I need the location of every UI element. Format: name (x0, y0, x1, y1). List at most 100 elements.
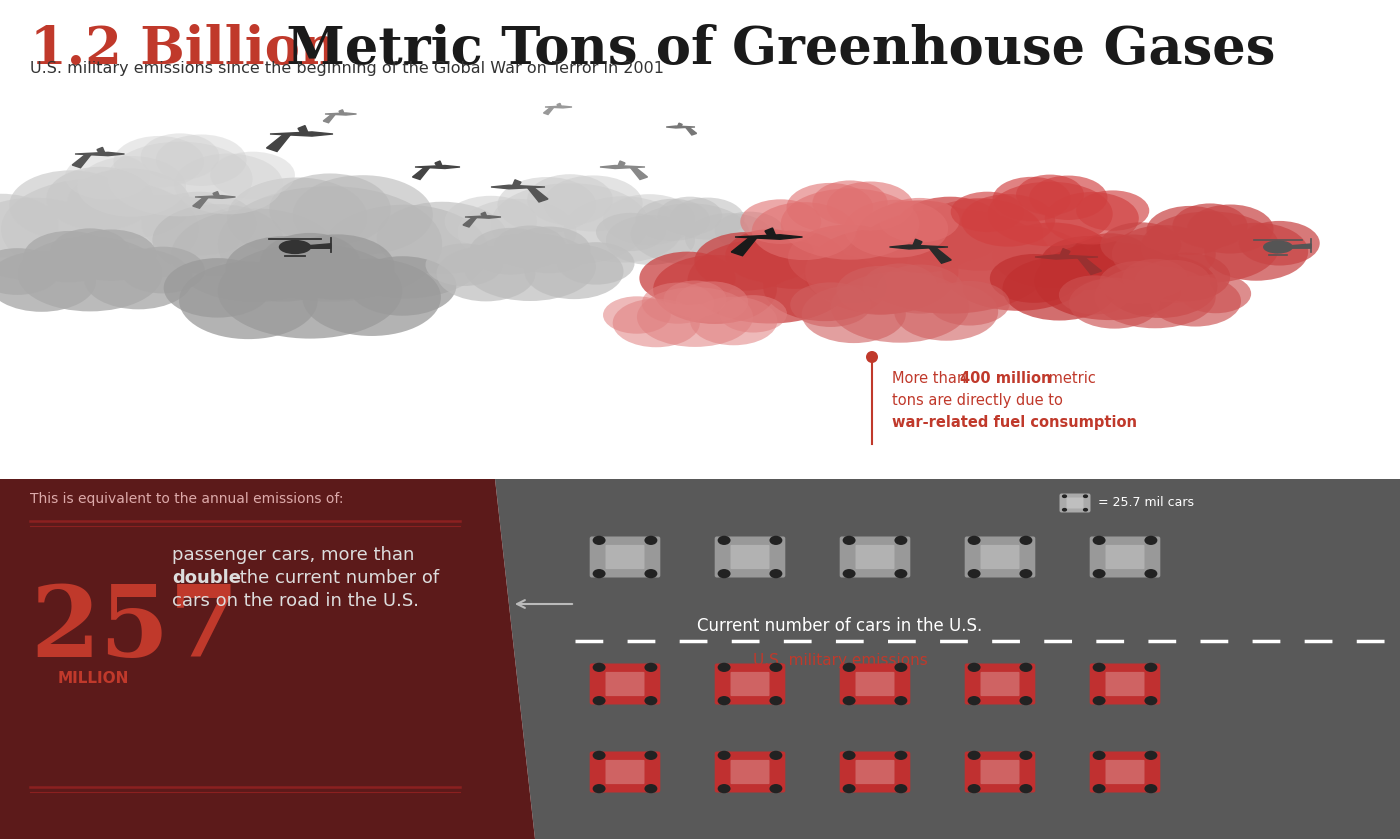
Ellipse shape (967, 536, 980, 545)
Ellipse shape (260, 233, 360, 293)
Polygon shape (545, 106, 573, 108)
Ellipse shape (1016, 175, 1084, 215)
Text: double: double (172, 569, 241, 587)
Ellipse shape (218, 186, 442, 302)
Ellipse shape (895, 283, 998, 341)
Ellipse shape (658, 196, 722, 235)
Ellipse shape (592, 784, 606, 794)
Polygon shape (266, 134, 291, 152)
Ellipse shape (293, 175, 433, 255)
Ellipse shape (941, 225, 1095, 310)
Ellipse shape (1068, 233, 1151, 282)
Ellipse shape (1144, 536, 1158, 545)
Ellipse shape (987, 182, 1113, 247)
Ellipse shape (491, 183, 650, 265)
Ellipse shape (636, 199, 710, 241)
Ellipse shape (895, 696, 907, 706)
Ellipse shape (603, 296, 671, 334)
Ellipse shape (1141, 211, 1280, 283)
Ellipse shape (962, 194, 1056, 247)
Ellipse shape (718, 569, 731, 578)
Polygon shape (270, 132, 333, 136)
Ellipse shape (687, 238, 853, 324)
Polygon shape (928, 247, 951, 263)
Ellipse shape (1103, 254, 1218, 318)
Ellipse shape (0, 251, 97, 312)
Ellipse shape (227, 178, 367, 257)
FancyBboxPatch shape (980, 672, 1019, 696)
Ellipse shape (1092, 536, 1106, 545)
Ellipse shape (1040, 236, 1135, 289)
Polygon shape (617, 161, 624, 167)
Ellipse shape (155, 134, 246, 186)
Polygon shape (73, 154, 91, 168)
Ellipse shape (1149, 276, 1240, 326)
Ellipse shape (1092, 696, 1106, 706)
Ellipse shape (1095, 266, 1215, 328)
Ellipse shape (377, 201, 508, 274)
Ellipse shape (830, 271, 969, 342)
Ellipse shape (848, 208, 1053, 314)
Text: Metric Tons of Greenhouse Gases: Metric Tons of Greenhouse Gases (267, 24, 1275, 75)
Ellipse shape (1144, 569, 1158, 578)
Text: passenger cars, more than: passenger cars, more than (172, 546, 414, 564)
FancyBboxPatch shape (715, 752, 785, 793)
Polygon shape (557, 103, 561, 107)
Ellipse shape (1002, 257, 1116, 320)
Polygon shape (889, 245, 948, 249)
Ellipse shape (1180, 274, 1252, 313)
Ellipse shape (217, 243, 402, 339)
Ellipse shape (676, 281, 748, 322)
Ellipse shape (1044, 192, 1138, 244)
Polygon shape (666, 126, 694, 128)
Ellipse shape (108, 142, 252, 216)
Ellipse shape (0, 198, 108, 280)
Polygon shape (76, 153, 125, 156)
Ellipse shape (644, 784, 658, 794)
Ellipse shape (895, 536, 907, 545)
Ellipse shape (1263, 241, 1294, 253)
Ellipse shape (644, 663, 658, 672)
Ellipse shape (644, 696, 658, 706)
Ellipse shape (171, 209, 339, 302)
Polygon shape (339, 110, 344, 114)
Ellipse shape (10, 170, 133, 241)
Ellipse shape (1141, 253, 1231, 301)
Text: 1.2 Billion: 1.2 Billion (29, 24, 339, 75)
Ellipse shape (1204, 222, 1308, 281)
Ellipse shape (895, 569, 907, 578)
Text: 257: 257 (29, 581, 239, 678)
Ellipse shape (641, 283, 714, 324)
Ellipse shape (592, 696, 606, 706)
Polygon shape (414, 165, 461, 169)
FancyBboxPatch shape (1106, 672, 1145, 696)
Ellipse shape (805, 229, 959, 315)
Text: U.S. military emissions: U.S. military emissions (753, 653, 927, 668)
Ellipse shape (1239, 221, 1320, 265)
Ellipse shape (802, 285, 906, 343)
Text: metric: metric (1044, 371, 1096, 386)
Ellipse shape (725, 229, 815, 282)
Polygon shape (465, 216, 501, 218)
Ellipse shape (770, 569, 783, 578)
Polygon shape (496, 479, 1400, 839)
Ellipse shape (788, 225, 907, 290)
Polygon shape (686, 127, 697, 135)
Polygon shape (435, 161, 442, 167)
Ellipse shape (1187, 205, 1274, 253)
Ellipse shape (469, 228, 552, 274)
Ellipse shape (1061, 494, 1067, 498)
Ellipse shape (836, 266, 923, 315)
Ellipse shape (752, 202, 855, 260)
Ellipse shape (349, 256, 456, 315)
Polygon shape (213, 191, 220, 197)
Ellipse shape (67, 169, 190, 238)
Ellipse shape (967, 663, 980, 672)
Ellipse shape (843, 696, 855, 706)
Text: Current number of cars in the U.S.: Current number of cars in the U.S. (697, 617, 983, 635)
Ellipse shape (671, 197, 745, 240)
Ellipse shape (120, 247, 204, 294)
Ellipse shape (426, 243, 503, 286)
Ellipse shape (1082, 494, 1088, 498)
Ellipse shape (895, 784, 907, 794)
